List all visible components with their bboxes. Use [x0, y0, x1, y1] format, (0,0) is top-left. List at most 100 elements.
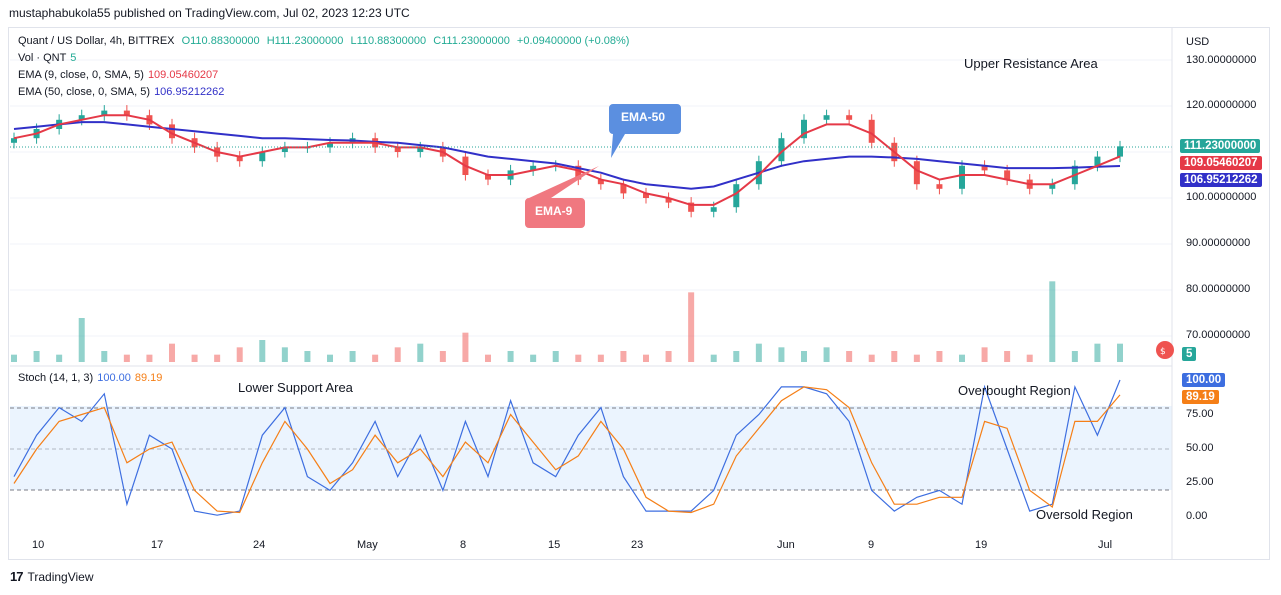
volume-bar — [259, 340, 266, 362]
time-tick: 19 — [975, 539, 988, 551]
volume-bar — [1004, 351, 1011, 362]
currency-label[interactable]: USD — [1186, 36, 1210, 48]
volume-bar — [33, 351, 40, 362]
volume-bar — [530, 354, 537, 362]
candle-body — [394, 147, 401, 152]
stoch-k-tag: 100.00 — [1182, 373, 1226, 387]
price-tick: 120.00000000 — [1186, 99, 1257, 111]
candle-body — [823, 115, 830, 120]
ema9-callout-label: EMA-9 — [535, 204, 573, 218]
stoch-tick: 25.00 — [1186, 476, 1214, 488]
candle-body — [688, 202, 695, 212]
volume-bar — [394, 347, 401, 362]
volume-bar — [101, 351, 108, 362]
volume-bar — [575, 354, 582, 362]
volume-bar — [868, 354, 875, 362]
volume-bar — [801, 351, 807, 362]
stoch-tick: 50.00 — [1186, 442, 1214, 454]
volume-bar — [1094, 343, 1101, 362]
candle-body — [665, 198, 672, 203]
volume-bar — [78, 318, 85, 362]
volume-bar — [778, 347, 785, 362]
symbol-legend: Quant / US Dollar, 4h, BITTREX O110.8830… — [18, 35, 630, 47]
volume-bar — [959, 354, 965, 362]
price-tick: 70.00000000 — [1186, 329, 1251, 341]
ema50-price-tag: 106.95212262 — [1180, 173, 1262, 187]
volume-bar — [981, 347, 988, 362]
stoch-d-tag: 89.19 — [1182, 390, 1219, 404]
stoch-legend: Stoch (14, 1, 3) 100.00 89.19 — [18, 372, 163, 384]
stoch-tick: 75.00 — [1186, 408, 1214, 420]
volume-bar — [123, 354, 130, 362]
price-tick: 90.00000000 — [1186, 237, 1251, 249]
lower-support-label: Lower Support Area — [238, 380, 353, 395]
volume-bar — [846, 351, 853, 362]
volume-bar — [417, 343, 424, 362]
time-tick: 15 — [548, 539, 561, 551]
volume-bar — [236, 347, 243, 362]
ema9-legend: EMA (9, close, 0, SMA, 5) 109.05460207 — [18, 69, 219, 81]
volume-bar — [56, 354, 63, 362]
candle-body — [1004, 170, 1011, 180]
time-tick: 9 — [868, 539, 875, 551]
candle-body — [1094, 156, 1101, 166]
ema50-callout-bubble — [609, 104, 681, 158]
volume-bar — [1071, 351, 1078, 362]
candle-body — [597, 179, 604, 185]
candle-body — [710, 207, 717, 212]
time-tick: Jul — [1098, 539, 1113, 551]
candle-body — [643, 193, 649, 198]
footer-brand: TradingView — [27, 569, 94, 584]
candle-body — [1117, 146, 1123, 157]
candle-body — [78, 115, 85, 120]
stoch-band — [10, 406, 1172, 490]
price-tick: 80.00000000 — [1186, 283, 1251, 295]
time-tick: 24 — [253, 539, 266, 551]
time-tick: 17 — [151, 539, 164, 551]
volume-bar — [1117, 343, 1123, 362]
volume-bar — [462, 332, 469, 362]
volume-legend: Vol · QNT 5 — [18, 52, 77, 64]
candle-body — [123, 110, 130, 116]
overbought-label: Overbought Region — [958, 383, 1071, 398]
candle-body — [11, 138, 17, 143]
candle-body — [868, 119, 875, 143]
volume-bar — [349, 351, 356, 362]
volume-bar — [191, 354, 198, 362]
time-tick: 10 — [32, 539, 45, 551]
volume-bar — [665, 351, 672, 362]
time-tick: Jun — [777, 539, 795, 551]
candle-body — [169, 124, 175, 139]
volume-bar — [936, 351, 943, 362]
volume-bar — [1026, 354, 1033, 362]
candle-body — [778, 138, 785, 162]
candle-body — [236, 156, 243, 162]
candle-body — [485, 175, 491, 180]
volume-bar — [823, 347, 830, 362]
candle-body — [530, 165, 537, 171]
upper-resistance-label: Upper Resistance Area — [964, 56, 1098, 71]
candle-body — [801, 119, 807, 139]
currency-flag-icon — [1156, 341, 1174, 359]
candle-body — [959, 165, 965, 189]
stoch-d-line — [13, 386, 1121, 514]
tradingview-logo-icon: 17 — [10, 569, 24, 584]
volume-bar — [891, 351, 898, 362]
volume-bar — [304, 351, 311, 362]
volume-bar — [643, 354, 649, 362]
volume-bars — [11, 281, 1123, 362]
volume-bar — [507, 351, 514, 362]
candle-body — [981, 165, 988, 171]
candle-body — [936, 184, 943, 189]
close-price-tag: 111.23000000 — [1180, 139, 1261, 153]
candle-body — [846, 115, 853, 120]
volume-bar — [439, 351, 446, 362]
volume-bar — [1049, 281, 1056, 362]
time-tick: May — [357, 539, 378, 551]
ema50-callout-label: EMA-50 — [621, 110, 666, 124]
ema9-callout-bubble — [525, 166, 599, 228]
candle-body — [101, 110, 108, 116]
chart-frame — [8, 27, 1270, 560]
volume-bar — [372, 354, 379, 362]
